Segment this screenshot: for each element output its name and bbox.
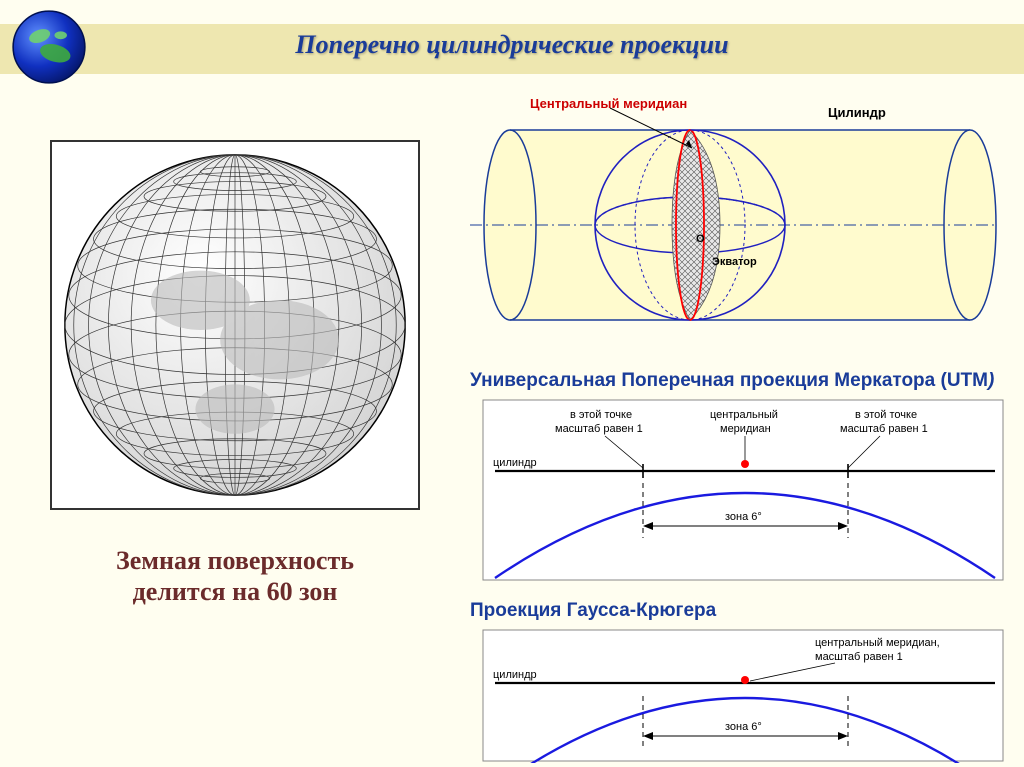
svg-text:центральный: центральный [710, 409, 778, 421]
svg-text:центральный меридиан,: центральный меридиан, [815, 637, 940, 649]
svg-text:зона 6°: зона 6° [725, 721, 762, 733]
gk-diagram: центральный меридиан, масштаб равен 1 ци… [475, 628, 1005, 763]
globe-caption: Земная поверхность делится на 60 зон [40, 545, 430, 607]
svg-text:масштаб равен 1: масштаб равен 1 [815, 651, 903, 663]
svg-text:масштаб равен 1: масштаб равен 1 [840, 423, 928, 435]
utm-diagram: в этой точке масштаб равен 1 центральный… [475, 398, 1005, 583]
page-title: Поперечно цилиндрические проекции [0, 30, 1024, 60]
svg-text:Экватор: Экватор [712, 256, 757, 268]
svg-text:меридиан: меридиан [720, 423, 771, 435]
svg-text:цилиндр: цилиндр [493, 669, 537, 681]
utm-title: Универсальная Поперечная проекция Меркат… [470, 370, 994, 392]
svg-text:в этой точке: в этой точке [570, 409, 632, 421]
cylinder-diagram: О Экватор [460, 100, 1000, 340]
svg-text:зона 6°: зона 6° [725, 511, 762, 523]
svg-text:О: О [696, 233, 705, 245]
utm-title-text: Универсальная Поперечная проекция Меркат… [470, 370, 988, 391]
caption-line: делится на 60 зон [133, 577, 338, 606]
svg-text:в этой точке: в этой точке [855, 409, 917, 421]
gk-title: Проекция Гаусса-Крюгера [470, 600, 716, 622]
svg-text:цилиндр: цилиндр [493, 457, 537, 469]
globe-grid-panel [50, 140, 420, 510]
caption-line: Земная поверхность [116, 546, 354, 575]
svg-text:масштаб равен 1: масштаб равен 1 [555, 423, 643, 435]
utm-title-paren: ) [988, 370, 994, 391]
